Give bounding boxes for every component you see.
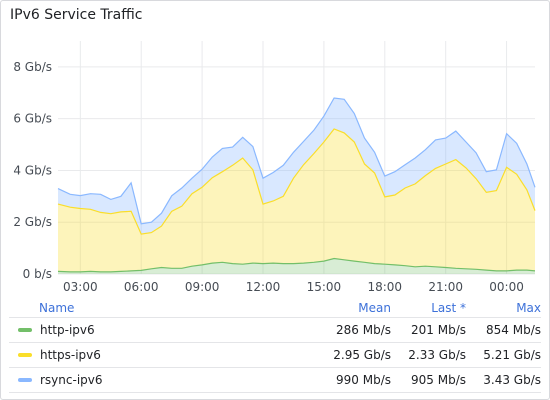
legend-swatch-https [18,353,32,357]
series-area-https-ipv6 [58,129,535,272]
legend-max-value: 5.21 Gb/s [483,348,541,362]
x-tick-label: 15:00 [307,280,342,293]
x-tick-label: 09:00 [185,280,220,293]
legend-header-max[interactable]: Max [516,301,541,315]
chart-areas [58,98,535,274]
legend-series-name[interactable]: http-ipv6 [40,323,95,337]
legend-header: Name Mean Last * Max [9,299,541,318]
x-tick-label: 12:00 [246,280,281,293]
legend-last-value: 2.33 Gb/s [408,348,466,362]
chart-grid [58,41,535,275]
legend-last-value: 905 Mb/s [411,373,466,387]
y-tick-label: 8 Gb/s [13,60,52,74]
legend-mean-value: 286 Mb/s [336,323,391,337]
legend-header-mean[interactable]: Mean [358,301,391,315]
x-tick-label: 18:00 [367,280,402,293]
legend-last-value: 201 Mb/s [411,323,466,337]
series-area-http-ipv6 [58,258,535,274]
legend-mean-value: 990 Mb/s [336,373,391,387]
panel-title[interactable]: IPv6 Service Traffic [10,7,143,23]
x-tick-label: 06:00 [124,280,159,293]
legend-series-name[interactable]: rsync-ipv6 [40,373,103,387]
x-axis: 03:00 06:00 09:00 12:00 15:00 18:00 21:00 00:00 [63,280,524,293]
chart[interactable]: 0 b/s 2 Gb/s 4 Gb/s 6 Gb/s 8 Gb/s 03:00 06:00… [1,31,549,293]
series-line-http-ipv6 [57,257,536,273]
legend-header-last[interactable]: Last * [431,301,466,315]
series-line-rsync-ipv6 [57,97,536,225]
legend-swatch-http [18,328,32,332]
y-tick-label: 4 Gb/s [13,163,52,177]
legend-row-http[interactable]: http-ipv6 286 Mb/s 201 Mb/s 854 Mb/s [9,318,541,343]
y-tick-label: 6 Gb/s [13,112,52,126]
legend-max-value: 854 Mb/s [486,323,541,337]
legend-series-name[interactable]: https-ipv6 [40,348,101,362]
legend-mean-value: 2.95 Gb/s [333,348,391,362]
legend-table: Name Mean Last * Max http-ipv6 286 Mb/s … [9,299,541,393]
x-tick-label: 21:00 [428,280,463,293]
legend-row-https[interactable]: https-ipv6 2.95 Gb/s 2.33 Gb/s 5.21 Gb/s [9,343,541,368]
legend-max-value: 3.43 Gb/s [483,373,541,387]
chart-lines [57,97,536,273]
series-area-rsync-ipv6 [58,98,535,235]
y-axis: 0 b/s 2 Gb/s 4 Gb/s 6 Gb/s 8 Gb/s [13,60,52,281]
x-tick-label: 00:00 [489,280,524,293]
y-tick-label: 0 b/s [23,267,52,281]
legend-swatch-rsync [18,378,32,382]
y-tick-label: 2 Gb/s [13,215,52,229]
legend-row-rsync[interactable]: rsync-ipv6 990 Mb/s 905 Mb/s 3.43 Gb/s [9,368,541,393]
series-line-https-ipv6 [57,128,536,235]
legend-header-name[interactable]: Name [39,301,75,315]
x-tick-label: 03:00 [63,280,98,293]
